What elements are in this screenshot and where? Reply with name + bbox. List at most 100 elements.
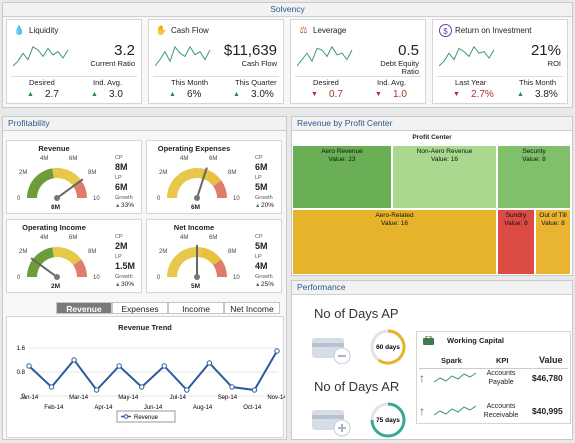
treemap-cell-name: Aero Revenue: [321, 148, 363, 155]
growth-label: Growth: [255, 274, 273, 280]
x-tick-label: Feb-14: [44, 405, 64, 411]
gauge-tick-label: 8M: [88, 249, 97, 255]
kpi-divider: [437, 76, 563, 77]
tab-net-income[interactable]: Net Income: [224, 302, 280, 314]
value-label: Value:: [541, 220, 560, 227]
wc-sparkline: [434, 372, 476, 383]
kpi-foot-right-value: 3.0%: [251, 89, 274, 100]
kpi-card-1: 💧 Liquidity 3.2 Current Ratio Desired Ind. Av…: [6, 19, 142, 104]
y-tick-label: 0.8: [17, 370, 26, 376]
gauge-tick-label: 10: [93, 196, 100, 202]
kpi-foot-right-label: Ind. Avg.: [377, 78, 407, 87]
lp-label: LP: [255, 254, 262, 260]
gauge-needle: [30, 257, 58, 278]
lp-label: LP: [115, 175, 122, 181]
gauge-title: Revenue: [38, 144, 70, 153]
treemap-cell-out-of-till[interactable]: Out of Till Value: 8: [535, 209, 571, 275]
kpi-divider: [295, 76, 421, 77]
x-tick-label: Jan-14: [20, 395, 39, 401]
kpi-title: Cash Flow: [171, 26, 209, 35]
treemap-header: Revenue by Profit Center: [292, 117, 572, 131]
x-tick-label: Mar-14: [69, 395, 89, 401]
data-point: [26, 363, 32, 369]
gauge-tick-label: 2M: [19, 249, 28, 255]
value-number: 23: [348, 156, 356, 163]
dollar-coin-icon: $: [439, 24, 452, 37]
treemap-cell-aero-related[interactable]: Aero-Related Value: 16: [292, 209, 497, 275]
kpi-subtitle: ROI: [547, 59, 561, 68]
triangle-up-icon: ▲: [115, 282, 121, 288]
kpi-subtitle: Cash Flow: [241, 59, 277, 68]
gauge-card-1: Revenue 0 2M 4M 6M 8M 10 8M CP 8M LP 6M Growth ▲ 33%: [6, 140, 142, 214]
treemap-cell-non-aero-revenue[interactable]: Non-Aero Revenue Value: 16: [392, 145, 497, 209]
value-number: 8: [524, 220, 528, 227]
gauge-tick-label: 6M: [69, 235, 78, 241]
treemap-cell-name: Aero-Related: [375, 212, 414, 219]
gauge-needle: [56, 178, 84, 199]
y-tick-label: 0: [22, 394, 26, 400]
kpi-title: Leverage: [313, 26, 347, 35]
y-tick-label: 1.6: [17, 346, 26, 352]
kpi-foot-left-value: 2.7%: [471, 89, 494, 100]
treemap-cell-name: Out of Till: [539, 212, 567, 219]
gauge-tick-label: 6M: [69, 156, 78, 162]
treemap-cell-label: Security Value: 8: [498, 148, 570, 164]
triangle-down-icon: ▼: [311, 91, 318, 98]
legend-label: Revenue: [134, 415, 159, 421]
kpi-foot-left-value: 0.7: [329, 89, 343, 100]
treemap-cell-security[interactable]: Security Value: 8: [497, 145, 571, 209]
gauge-needle: [196, 167, 208, 199]
gauge-tick-label: 8M: [88, 170, 97, 176]
value-label: Value:: [522, 156, 541, 163]
treemap-cell-sundry[interactable]: Sundry Value: 8: [497, 209, 535, 275]
days-rings: 60 days 75 days: [370, 329, 406, 438]
data-point: [251, 387, 258, 393]
lp-label: LP: [115, 254, 122, 260]
gauge-center-value: 5M: [191, 283, 201, 290]
cp-value: 2M: [115, 241, 128, 251]
data-point: [93, 387, 100, 393]
scale-icon: ⚖: [299, 25, 308, 35]
kpi-foot-left-value: 2.7: [45, 89, 59, 100]
col-kpi: KPI: [496, 356, 509, 365]
lp-value: 6M: [115, 182, 128, 192]
tab-income[interactable]: Income: [168, 302, 224, 314]
days-ap-label: No of Days AP: [314, 306, 399, 321]
gauge-tick-label: 0: [17, 196, 21, 202]
gauge-dial: [27, 168, 87, 201]
revenue-trend-title: Revenue Trend: [118, 323, 172, 332]
gauge-tick-label: 4M: [180, 156, 189, 162]
kpi-value: 3.2: [114, 42, 135, 59]
treemap-cell-aero-revenue[interactable]: Aero Revenue Value: 23: [292, 145, 392, 209]
x-tick-label: Nov-14: [267, 395, 285, 401]
performance-title: Performance: [297, 282, 346, 292]
water-drop-icon: 💧: [13, 25, 26, 35]
gauge-tick-label: 0: [157, 196, 161, 202]
working-capital-card: Working Capital Spark KPI Value: [416, 331, 571, 424]
tab-revenue[interactable]: Revenue: [56, 302, 112, 314]
ring-progress: [370, 402, 406, 438]
treemap-cell-value: Value: 23: [293, 156, 391, 164]
kpi-divider: [11, 76, 137, 77]
lp-value: 4M: [255, 261, 268, 271]
treemap-cell-label: Sundry Value: 8: [498, 212, 534, 228]
gauge-tick-label: 10: [93, 275, 100, 281]
ring-value: 60 days: [376, 344, 400, 351]
wc-kpi: Accounts Payable: [486, 370, 516, 386]
data-point: [274, 348, 280, 354]
data-point: [184, 387, 190, 393]
solvency-title: Solvency: [270, 4, 305, 14]
data-point: [116, 363, 122, 369]
triangle-up-icon: ▲: [233, 91, 240, 98]
kpi-sparkline: [439, 45, 495, 67]
tab-expenses[interactable]: Expenses: [112, 302, 168, 314]
gauge-tick-label: 4M: [40, 235, 49, 241]
gauge-title: Operating Income: [22, 223, 86, 232]
profitability-header: Profitability: [3, 117, 286, 131]
kpi-divider: [153, 76, 279, 77]
triangle-up-icon: ▲: [255, 203, 261, 209]
kpi-subtitle: Debt Equity Ratio: [380, 59, 419, 76]
value-number: 8: [561, 220, 565, 227]
gauge-tick-label: 10: [233, 196, 240, 202]
gauge-tick-label: 4M: [40, 156, 49, 162]
